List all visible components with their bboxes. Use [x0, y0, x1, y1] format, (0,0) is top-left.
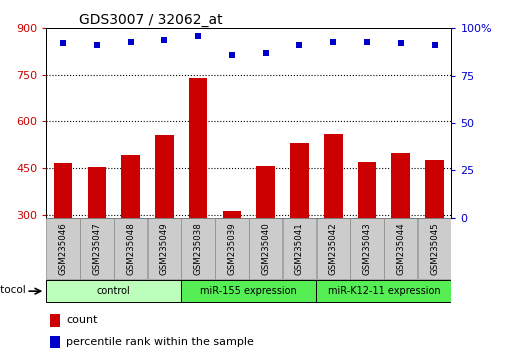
Text: GSM235048: GSM235048	[126, 222, 135, 275]
Text: GSM235046: GSM235046	[58, 222, 68, 275]
Text: GSM235041: GSM235041	[295, 222, 304, 275]
Point	[430, 42, 439, 48]
Text: GSM235047: GSM235047	[92, 222, 102, 275]
Bar	[324, 134, 343, 218]
Bar	[223, 211, 241, 218]
Bar	[50, 336, 61, 348]
Bar	[148, 218, 181, 279]
Point	[363, 39, 371, 44]
Bar	[50, 314, 61, 327]
Point	[228, 52, 236, 58]
Bar	[358, 162, 377, 218]
Bar	[155, 136, 174, 218]
Bar	[425, 160, 444, 218]
Bar	[256, 166, 275, 218]
Bar	[249, 218, 283, 279]
Text: GSM235042: GSM235042	[329, 222, 338, 275]
Bar	[181, 280, 317, 302]
Bar	[290, 143, 309, 218]
Point	[397, 41, 405, 46]
Bar	[121, 155, 140, 218]
Bar	[418, 218, 451, 279]
Point	[194, 33, 202, 39]
Text: GSM235045: GSM235045	[430, 222, 439, 275]
Point	[160, 37, 168, 42]
Text: GSM235043: GSM235043	[363, 222, 371, 275]
Bar	[80, 218, 113, 279]
Bar	[46, 218, 80, 279]
Text: GSM235044: GSM235044	[396, 222, 405, 275]
Point	[59, 41, 67, 46]
Bar	[189, 78, 207, 218]
Text: miR-K12-11 expression: miR-K12-11 expression	[328, 286, 440, 296]
Bar	[215, 218, 249, 279]
Bar	[317, 280, 451, 302]
Text: GSM235038: GSM235038	[193, 222, 203, 275]
Point	[295, 42, 304, 48]
Text: protocol: protocol	[0, 285, 26, 295]
Text: GDS3007 / 32062_at: GDS3007 / 32062_at	[78, 13, 222, 27]
Bar	[391, 153, 410, 218]
Text: GSM235049: GSM235049	[160, 222, 169, 275]
Bar	[283, 218, 316, 279]
Text: control: control	[97, 286, 131, 296]
Bar	[182, 218, 215, 279]
Text: miR-155 expression: miR-155 expression	[201, 286, 297, 296]
Text: count: count	[67, 315, 98, 325]
Text: GSM235040: GSM235040	[261, 222, 270, 275]
Bar	[350, 218, 384, 279]
Point	[127, 39, 135, 44]
Bar	[114, 218, 147, 279]
Bar	[384, 218, 418, 279]
Bar	[88, 167, 106, 218]
Bar	[46, 280, 181, 302]
Text: GSM235039: GSM235039	[227, 222, 236, 275]
Point	[93, 42, 101, 48]
Bar	[54, 164, 72, 218]
Text: percentile rank within the sample: percentile rank within the sample	[67, 337, 254, 347]
Bar	[317, 218, 350, 279]
Point	[262, 50, 270, 56]
Point	[329, 39, 338, 44]
